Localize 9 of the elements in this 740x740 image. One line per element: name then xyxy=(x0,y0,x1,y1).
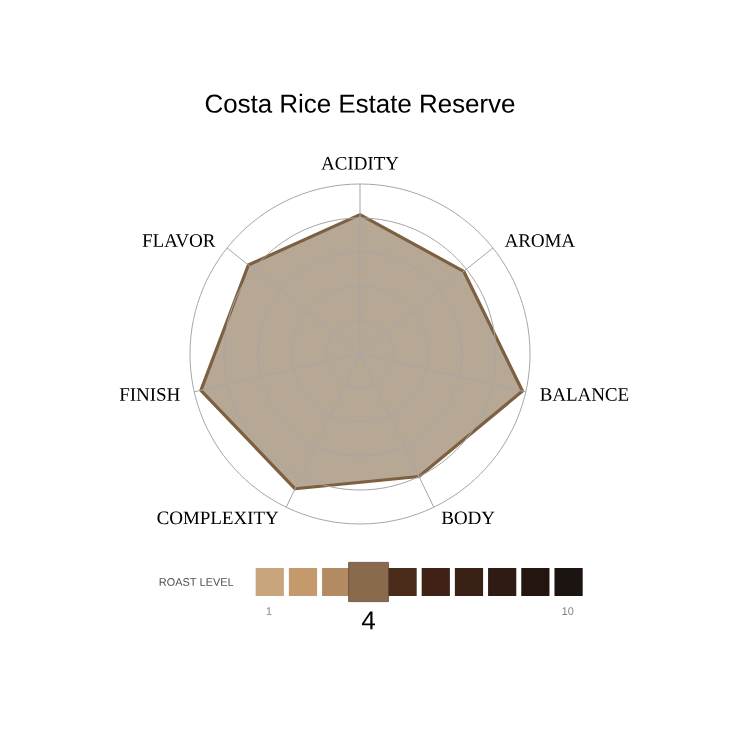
spoke-label: COMPLEXITY xyxy=(157,511,279,525)
spoke-label: BODY xyxy=(441,511,495,525)
chart-title: Costa Rice Estate Reserve xyxy=(205,93,515,113)
spoke-label: FLAVOR xyxy=(142,234,216,247)
data-label: 4 xyxy=(361,611,375,630)
spoke-label: BALANCE xyxy=(540,388,629,401)
spoke-label: ACIDITY xyxy=(321,156,399,170)
spoke-label: AROMA xyxy=(504,234,575,247)
spoke-label: FINISH xyxy=(119,388,180,401)
